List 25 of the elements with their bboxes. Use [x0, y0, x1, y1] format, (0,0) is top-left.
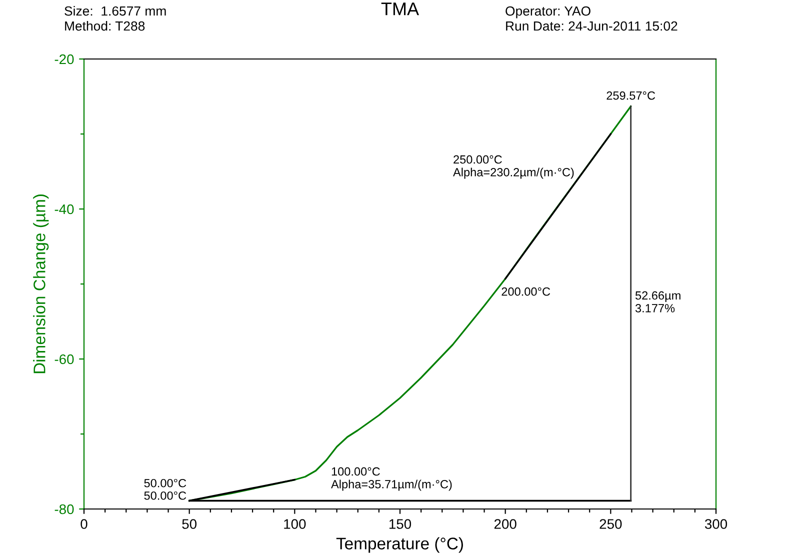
ref-line-label: 52.66µm 3.177%: [635, 291, 680, 312]
annotation: 250.00°C Alpha=230.2µm/(m·°C): [453, 155, 574, 179]
y-axis-title: Dimension Change (µm): [33, 194, 49, 374]
y-tick-label: -80: [54, 504, 74, 514]
y-tick-label: -40: [54, 204, 74, 214]
text: Method: T288: [65, 21, 145, 31]
x-tick-label: 50: [182, 519, 197, 529]
text: Size: 1.6577 mm: [64, 6, 166, 16]
x-tick-label: 300: [704, 519, 728, 529]
x-tick-label: 100: [284, 519, 306, 529]
y-tick-label: -20: [54, 54, 74, 64]
annotation: 259.57°C: [606, 91, 656, 100]
text: Run Date: 24-Jun-2011 15:02: [506, 21, 678, 31]
chart-title: TMA: [381, 2, 420, 16]
annotation: 50.00°C: [144, 478, 186, 488]
annotation: 50.00°C: [144, 491, 186, 500]
x-tick-label: 200: [494, 519, 516, 529]
x-tick-label: 250: [600, 519, 622, 529]
y-tick-label: -60: [54, 354, 74, 364]
x-tick-label: 0: [80, 519, 88, 529]
annotation: 200.00°C: [502, 287, 550, 296]
annotation: 100.00°C Alpha=35.71µm/(m·°C): [331, 467, 452, 491]
text: Operator: YAO: [506, 6, 590, 18]
x-tick-label: 150: [389, 519, 412, 529]
x-axis-title: Temperature (°C): [336, 537, 463, 553]
